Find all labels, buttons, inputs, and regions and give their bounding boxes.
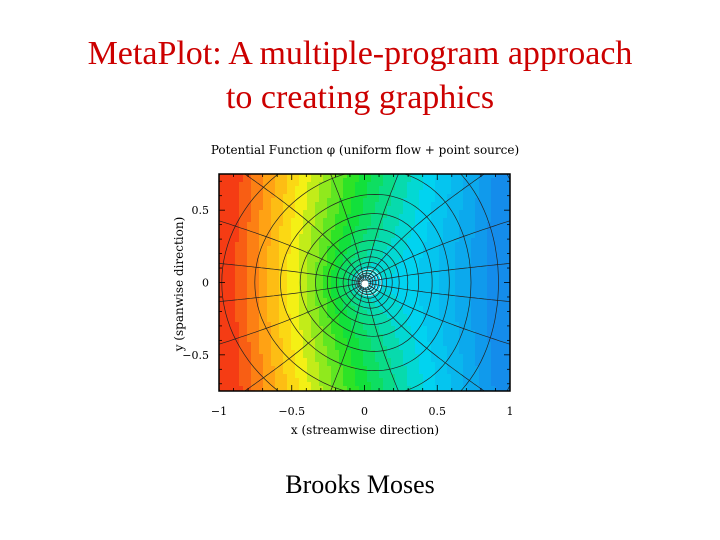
x-tick-label: −1 [211, 405, 227, 418]
point-source-marker [361, 280, 369, 288]
y-axis-label: y (spanwise direction) [172, 217, 186, 353]
slide-title: MetaPlot: A multiple-program approach to… [0, 32, 720, 120]
x-tick-label: 1 [507, 405, 514, 418]
tick-labels: −1 −0.5 0 0.5 1 −0.5 0 0.5 [182, 204, 513, 418]
x-tick-label: 0.5 [429, 405, 447, 418]
axis-ticks [218, 174, 511, 391]
y-tick-label: 0.5 [192, 204, 210, 217]
x-tick-label: 0 [361, 405, 368, 418]
x-axis-label: x (streamwise direction) [291, 423, 439, 437]
author-name: Brooks Moses [285, 470, 435, 499]
slide-title-line-2: to creating graphics [225, 79, 495, 116]
chart-title: Potential Function φ (uniform flow + poi… [211, 143, 519, 157]
slide-title-line-1: MetaPlot: A multiple-program approach [87, 35, 633, 72]
x-tick-label: −0.5 [278, 405, 305, 418]
flow-grid-lines [219, 174, 510, 391]
y-tick-label: 0 [202, 277, 209, 290]
y-tick-label: −0.5 [182, 349, 209, 362]
